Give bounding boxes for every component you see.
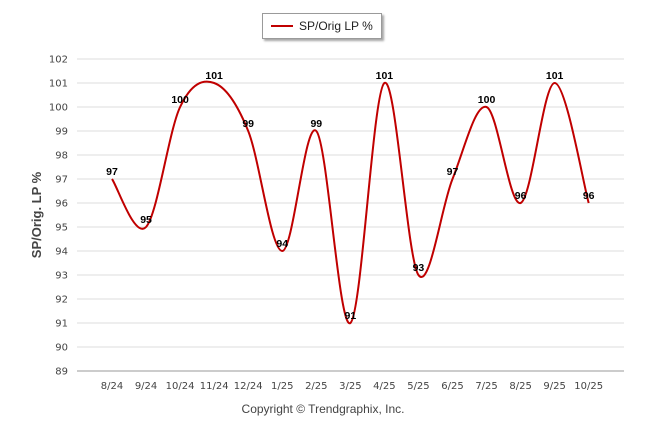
- y-tick-label: 98: [55, 151, 68, 162]
- data-label: 99: [310, 118, 322, 130]
- data-label: 95: [140, 214, 152, 226]
- data-label: 94: [276, 238, 288, 250]
- y-tick-label: 102: [49, 55, 68, 66]
- data-label: 101: [546, 70, 564, 82]
- data-label: 97: [447, 166, 459, 178]
- y-tick-label: 92: [55, 295, 68, 306]
- y-tick-label: 99: [55, 127, 68, 138]
- y-tick-label: 89: [55, 367, 68, 378]
- x-tick-label: 9/24: [135, 381, 157, 392]
- data-label: 93: [413, 262, 425, 274]
- x-tick-label: 4/25: [373, 381, 395, 392]
- y-axis-ticks: 89 90 91 92 93 94 95 96 97 98 99 100 101 102: [49, 55, 68, 378]
- data-label: 101: [205, 70, 223, 82]
- y-tick-label: 97: [55, 175, 68, 186]
- y-tick-label: 96: [55, 199, 68, 210]
- y-tick-label: 100: [49, 103, 68, 114]
- x-axis-ticks: 8/24 9/24 10/24 11/24 12/24 1/25 2/25 3/25 4/25 5…: [101, 381, 603, 392]
- x-tick-label: 9/25: [543, 381, 565, 392]
- x-tick-label: 6/25: [441, 381, 463, 392]
- data-label: 100: [171, 94, 189, 106]
- data-label: 91: [345, 310, 357, 322]
- data-label: 96: [515, 190, 527, 202]
- y-tick-label: 90: [55, 343, 68, 354]
- x-tick-label: 11/24: [200, 381, 229, 392]
- data-label: 96: [583, 190, 595, 202]
- series-line: [111, 80, 590, 325]
- y-axis-label: SP/Orig. LP %: [29, 171, 44, 258]
- legend: SP/Orig LP %: [262, 13, 382, 39]
- y-tick-label: 95: [55, 223, 68, 234]
- data-label: 100: [478, 94, 496, 106]
- y-tick-label: 101: [49, 79, 68, 90]
- legend-swatch: [271, 25, 293, 27]
- x-tick-label: 10/24: [166, 381, 195, 392]
- data-label: 101: [376, 70, 394, 82]
- legend-label: SP/Orig LP %: [299, 19, 373, 33]
- grid-lines: [77, 58, 624, 372]
- y-tick-label: 94: [55, 247, 68, 258]
- y-tick-label: 93: [55, 271, 68, 282]
- x-tick-label: 10/25: [574, 381, 603, 392]
- data-label: 99: [242, 118, 254, 130]
- x-tick-label: 3/25: [339, 381, 361, 392]
- copyright-text: Copyright © Trendgraphix, Inc.: [241, 402, 405, 416]
- x-tick-label: 5/25: [407, 381, 429, 392]
- data-labels: 97 95 100 101 99 94 99 91 101 93 97 100 96 101 96: [106, 70, 595, 322]
- data-label: 97: [106, 166, 118, 178]
- x-tick-label: 8/25: [509, 381, 531, 392]
- x-tick-label: 8/24: [101, 381, 123, 392]
- x-tick-label: 2/25: [305, 381, 327, 392]
- x-tick-label: 1/25: [271, 381, 293, 392]
- x-tick-label: 12/24: [234, 381, 263, 392]
- x-tick-label: 7/25: [475, 381, 497, 392]
- y-tick-label: 91: [55, 319, 68, 330]
